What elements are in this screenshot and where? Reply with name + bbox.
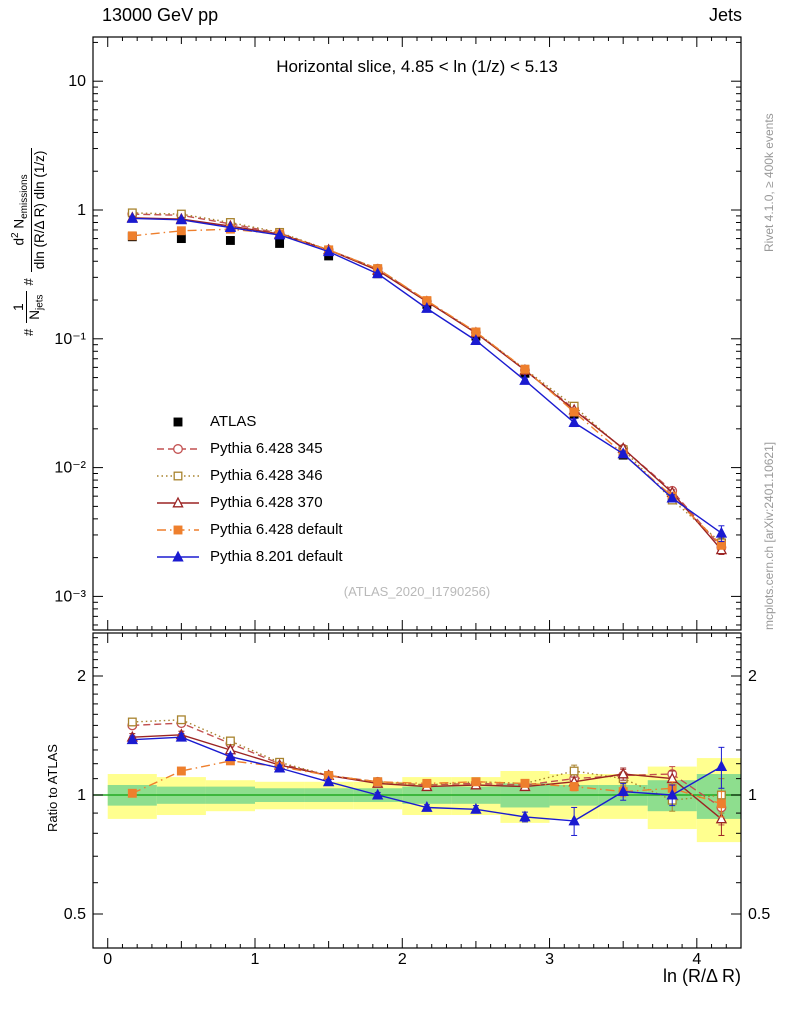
analysis-id-watermark: (ATLAS_2020_I1790256): [343, 584, 491, 599]
svg-text:0.5: 0.5: [64, 906, 86, 923]
legend-item-pythia-6-428-370: Pythia 6.428 370: [156, 489, 343, 516]
legend-label: Pythia 6.428 345: [210, 440, 323, 457]
pythia-6-428-default-marker-icon: [157, 525, 199, 534]
legend-item-atlas: ATLAS: [156, 408, 343, 435]
ylabel-hash-1: #: [21, 328, 37, 336]
plot-title: Horizontal slice, 4.85 < ln (1/z) < 5.13: [276, 57, 558, 76]
ylabel-hash-2: #: [21, 278, 37, 286]
svg-text:4: 4: [692, 951, 701, 968]
legend-label: Pythia 6.428 370: [210, 494, 323, 511]
svg-text:1: 1: [77, 202, 86, 219]
ylabel-fraction-2: d2 Nemissions dln (R/Δ R) dln (1/z): [10, 147, 48, 273]
legend-label: Pythia 6.428 346: [210, 467, 323, 484]
svg-text:0: 0: [103, 951, 112, 968]
svg-text:2: 2: [77, 668, 86, 685]
svg-text:10⁻¹: 10⁻¹: [54, 331, 86, 348]
rivet-version-note: Rivet 4.1.0, ≥ 400k events: [762, 113, 776, 252]
analysis-category-label: Jets: [708, 5, 742, 25]
pythia-6-428-346-marker-icon: [157, 471, 199, 480]
x-axis-label: ln (R/Δ R): [662, 966, 741, 986]
svg-text:1: 1: [748, 787, 757, 804]
svg-text:10⁻³: 10⁻³: [54, 588, 86, 605]
ylabel-fraction-1: 1 Njets: [11, 291, 47, 323]
mcplots-reference-note: mcplots.cern.ch [arXiv:2401.10621]: [762, 441, 776, 630]
beam-energy-label: 13000 GeV pp: [102, 5, 219, 25]
pythia-8-201-default-marker-icon: [157, 550, 199, 561]
legend-item-pythia-6-428-345: Pythia 6.428 345: [156, 435, 343, 462]
legend: ATLAS Pythia 6.428 345 Pythia 6.428 346 Pyt…: [156, 408, 343, 570]
pythia-6-428-370-marker-icon: [157, 496, 199, 507]
svg-text:3: 3: [545, 951, 554, 968]
series-ratio-pythia-8-201-default: [126, 730, 728, 836]
legend-item-pythia-8-201-default: Pythia 8.201 default: [156, 543, 343, 570]
main-y-axis-label: # 1 Njets # d2 Nemissions dln (R/Δ R) dl…: [10, 147, 48, 336]
atlas-marker-icon: [173, 417, 183, 426]
tick-labels: 10 1 10⁻¹ 10⁻² 10⁻³ 2 2 1 1 0.5 0.5 0 1 2 3 4: [54, 73, 770, 968]
legend-item-pythia-6-428-default: Pythia 6.428 default: [156, 516, 343, 543]
legend-label: Pythia 8.201 default: [210, 548, 343, 565]
svg-text:2: 2: [398, 951, 407, 968]
ratio-y-axis-label: Ratio to ATLAS: [45, 744, 60, 832]
ratio-uncertainty-bands: [93, 758, 741, 843]
legend-label: Pythia 6.428 default: [210, 521, 343, 538]
legend-label: ATLAS: [210, 413, 257, 430]
svg-text:2: 2: [748, 668, 757, 685]
svg-text:1: 1: [251, 951, 260, 968]
svg-text:0.5: 0.5: [748, 906, 770, 923]
svg-text:10: 10: [68, 73, 86, 90]
legend-item-pythia-6-428-346: Pythia 6.428 346: [156, 462, 343, 489]
pythia-6-428-345-marker-icon: [157, 443, 199, 454]
svg-text:1: 1: [77, 787, 86, 804]
svg-text:10⁻²: 10⁻²: [54, 460, 86, 477]
axes-frames-and-ticks: [92, 36, 742, 949]
series-main-pythia-8-201-default: [126, 212, 728, 543]
